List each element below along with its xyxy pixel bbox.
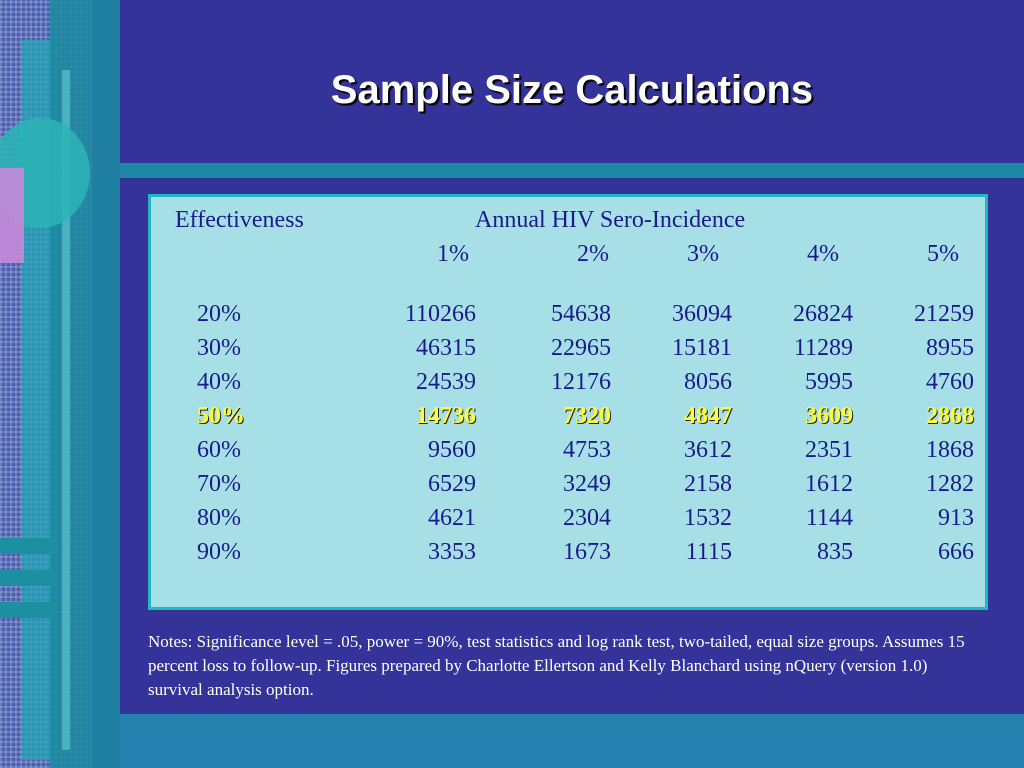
row-label: 40% xyxy=(197,369,241,395)
bottom-band xyxy=(120,714,1024,768)
table-cell: 26824 xyxy=(793,301,853,327)
table-cell: 1673 xyxy=(563,539,611,565)
table-cell: 666 xyxy=(938,539,974,565)
row-label: 90% xyxy=(197,539,241,565)
table-cell: 9560 xyxy=(428,437,476,463)
table-cell: 2304 xyxy=(563,505,611,531)
row-header: Effectiveness xyxy=(175,207,304,233)
table-cell: 12176 xyxy=(551,369,611,395)
table-cell: 14736 xyxy=(416,403,476,429)
table-cell: 1282 xyxy=(926,471,974,497)
vertical-divider xyxy=(92,0,120,768)
notes-text: Notes: Significance level = .05, power =… xyxy=(148,632,965,699)
table-cell: 8955 xyxy=(926,335,974,361)
table-cell: 835 xyxy=(817,539,853,565)
row-label: 50% xyxy=(197,403,245,429)
row-label: 20% xyxy=(197,301,241,327)
row-label: 60% xyxy=(197,437,241,463)
table-cell: 15181 xyxy=(672,335,732,361)
slide-title: Sample Size Calculations xyxy=(330,68,814,112)
column-header: 1% xyxy=(437,241,469,267)
table-cell: 2351 xyxy=(805,437,853,463)
table-cell: 3353 xyxy=(428,539,476,565)
column-header: 3% xyxy=(687,241,719,267)
horizontal-divider xyxy=(120,163,1024,178)
table-cell: 24539 xyxy=(416,369,476,395)
table-cell: 1868 xyxy=(926,437,974,463)
table-cell: 1532 xyxy=(684,505,732,531)
table-cell: 913 xyxy=(938,505,974,531)
table-cell: 54638 xyxy=(551,301,611,327)
table-cell: 3612 xyxy=(684,437,732,463)
column-group-header: Annual HIV Sero-Incidence xyxy=(475,207,746,233)
table-cell: 4621 xyxy=(428,505,476,531)
table-cell: 1115 xyxy=(685,539,732,565)
row-label: 70% xyxy=(197,471,241,497)
table-cell: 4760 xyxy=(926,369,974,395)
column-header: 5% xyxy=(927,241,959,267)
table-cell: 8056 xyxy=(684,369,732,395)
table-cell: 6529 xyxy=(428,471,476,497)
table-cell: 46315 xyxy=(416,335,476,361)
table-cell: 110266 xyxy=(404,301,476,327)
decorative-side-strip xyxy=(0,0,92,768)
table-cell: 2158 xyxy=(684,471,732,497)
table-cell: 4753 xyxy=(563,437,611,463)
sample-size-table: Effectiveness Annual HIV Sero-Incidence … xyxy=(148,194,988,610)
table-cell: 11289 xyxy=(793,335,853,361)
table-cell: 2868 xyxy=(926,403,974,429)
table-cell: 3249 xyxy=(563,471,611,497)
table-cell: 4847 xyxy=(684,403,732,429)
row-label: 30% xyxy=(197,335,241,361)
column-header: 2% xyxy=(577,241,609,267)
table-cell: 36094 xyxy=(672,301,732,327)
table-cell: 3609 xyxy=(805,403,853,429)
table-cell: 1144 xyxy=(805,505,853,531)
table-cell: 7320 xyxy=(563,403,611,429)
table-cell: 21259 xyxy=(914,301,974,327)
table-cell: 5995 xyxy=(805,369,853,395)
table-cell: 22965 xyxy=(551,335,611,361)
table-cell: 1612 xyxy=(805,471,853,497)
row-label: 80% xyxy=(197,505,241,531)
column-header: 4% xyxy=(807,241,839,267)
